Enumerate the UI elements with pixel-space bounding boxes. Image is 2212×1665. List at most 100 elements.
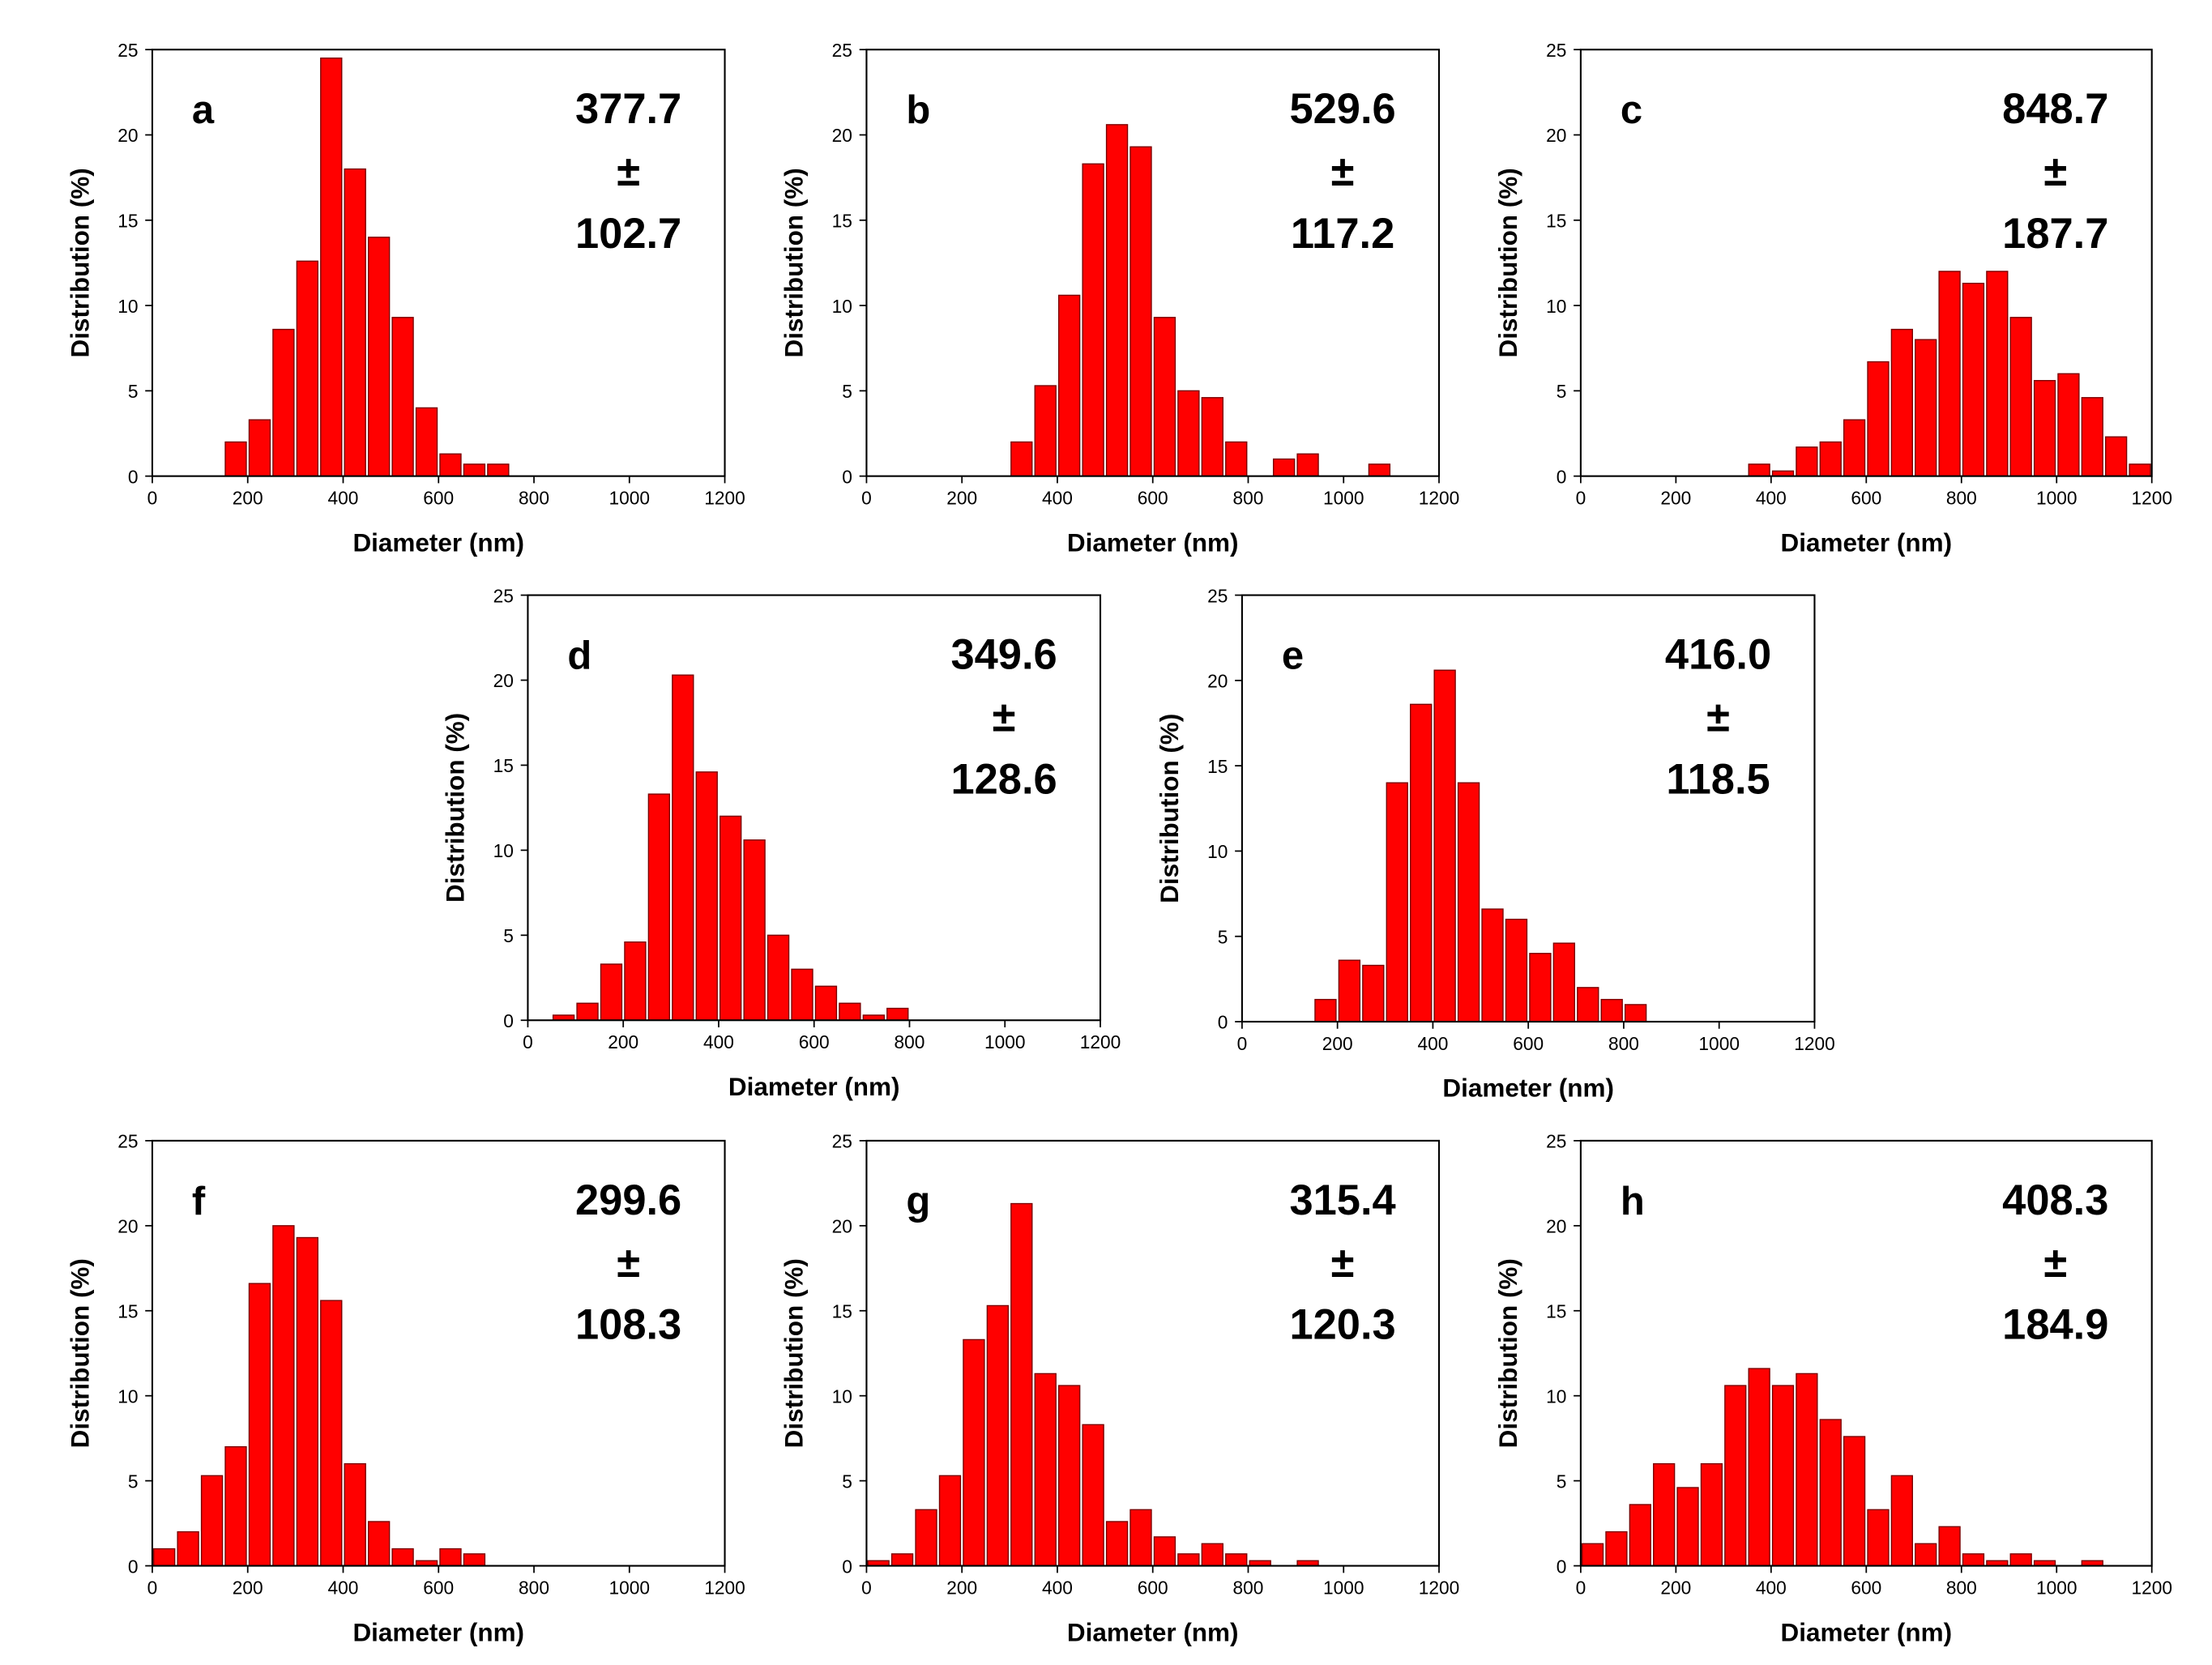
x-tick-label: 200 [608, 1031, 638, 1052]
y-axis-label: Distribution (%) [1494, 1258, 1522, 1448]
bar [1177, 390, 1200, 477]
bar [487, 463, 510, 477]
panel-label: f [192, 1180, 206, 1223]
bar [938, 1475, 962, 1567]
x-tick-label: 600 [1138, 488, 1168, 509]
bar [1624, 1004, 1647, 1022]
annotation: 120.3 [1289, 1302, 1395, 1349]
annotation: ± [1706, 694, 1730, 741]
bar [1843, 419, 1866, 477]
x-axis-label: Diameter (nm) [1442, 1074, 1614, 1103]
x-tick-label: 800 [1233, 488, 1264, 509]
bar [1986, 271, 2009, 477]
bar [1296, 453, 1319, 477]
bar [1938, 271, 1961, 477]
bar [1605, 1531, 1628, 1567]
x-tick-label: 1200 [2131, 488, 2172, 509]
x-axis-label: Diameter (nm) [728, 1073, 900, 1101]
annotation: 108.3 [575, 1302, 681, 1349]
bar [1058, 294, 1081, 477]
bar [248, 1283, 271, 1567]
bar [2129, 463, 2151, 477]
y-tick-label: 5 [842, 1471, 852, 1492]
bar [1082, 163, 1104, 477]
y-tick-label: 25 [117, 1131, 138, 1152]
x-tick-label: 800 [895, 1031, 925, 1052]
x-tick-label: 1000 [609, 488, 651, 509]
bar [320, 58, 343, 477]
x-tick-label: 1200 [704, 1577, 745, 1599]
y-tick-label: 10 [493, 840, 514, 861]
bar [720, 815, 742, 1021]
bar [248, 419, 271, 477]
bar [439, 1548, 462, 1567]
y-tick-label: 5 [503, 925, 514, 946]
bar [200, 1475, 224, 1567]
bar [1368, 463, 1391, 477]
bar [1058, 1385, 1081, 1567]
bar [624, 941, 647, 1021]
bar [1890, 1475, 1913, 1567]
bar [1600, 998, 1623, 1022]
annotation: 416.0 [1665, 631, 1771, 678]
panel-label: g [906, 1180, 930, 1223]
bar [2033, 380, 2056, 477]
annotation: 102.7 [575, 211, 681, 258]
x-tick-label: 400 [1417, 1033, 1448, 1054]
bar [1819, 441, 1842, 477]
x-tick-label: 1000 [2036, 488, 2077, 509]
y-tick-label: 0 [503, 1010, 514, 1031]
bar [224, 441, 247, 477]
y-tick-label: 5 [128, 1471, 139, 1492]
x-tick-label: 1200 [1419, 488, 1460, 509]
bar [272, 328, 295, 477]
y-axis-label: Distribution (%) [66, 1258, 94, 1448]
y-axis-label: Distribution (%) [442, 713, 470, 903]
plot-frame [865, 1139, 1441, 1567]
x-tick-label: 400 [1756, 488, 1787, 509]
bar [439, 453, 462, 477]
bar [1577, 987, 1599, 1022]
x-tick-label: 600 [423, 1577, 454, 1599]
bar [2009, 317, 2032, 477]
bar [791, 968, 813, 1021]
plot-frame [151, 49, 726, 477]
y-tick-label: 5 [842, 381, 852, 402]
plot-frame [1241, 594, 1816, 1023]
bar [1653, 1462, 1676, 1567]
annotation: 184.9 [2002, 1302, 2108, 1349]
bar [1700, 1462, 1723, 1567]
x-tick-label: 0 [1576, 1577, 1586, 1599]
bar [1457, 782, 1480, 1022]
bar [2081, 397, 2103, 477]
annotation: ± [2043, 148, 2067, 195]
panel-label: h [1621, 1180, 1645, 1223]
bar [1724, 1385, 1747, 1567]
plot-frame [1579, 49, 2153, 477]
annotation: ± [1331, 148, 1355, 195]
x-axis-label: Diameter (nm) [1781, 1618, 1953, 1646]
x-tick-label: 0 [861, 488, 872, 509]
x-tick-label: 1200 [1419, 1577, 1460, 1599]
annotation: ± [617, 1240, 640, 1287]
y-tick-label: 15 [832, 1301, 852, 1322]
bar [1225, 441, 1248, 477]
y-tick-label: 20 [493, 670, 514, 691]
bar [1177, 1553, 1200, 1567]
x-tick-label: 200 [946, 488, 977, 509]
bar [1748, 1368, 1770, 1567]
y-tick-label: 15 [117, 1301, 138, 1322]
x-tick-label: 0 [523, 1031, 533, 1052]
bar [1153, 1536, 1176, 1567]
x-tick-label: 800 [519, 1577, 549, 1599]
bar [367, 237, 391, 477]
bar [177, 1531, 199, 1567]
panel-label: e [1282, 634, 1304, 677]
y-tick-label: 25 [493, 585, 514, 606]
y-tick-label: 25 [1546, 40, 1566, 61]
bar [1481, 908, 1504, 1022]
bar [463, 1553, 486, 1567]
annotation: 315.4 [1289, 1177, 1395, 1224]
x-tick-label: 1200 [2131, 1577, 2172, 1599]
x-tick-label: 800 [1233, 1577, 1264, 1599]
